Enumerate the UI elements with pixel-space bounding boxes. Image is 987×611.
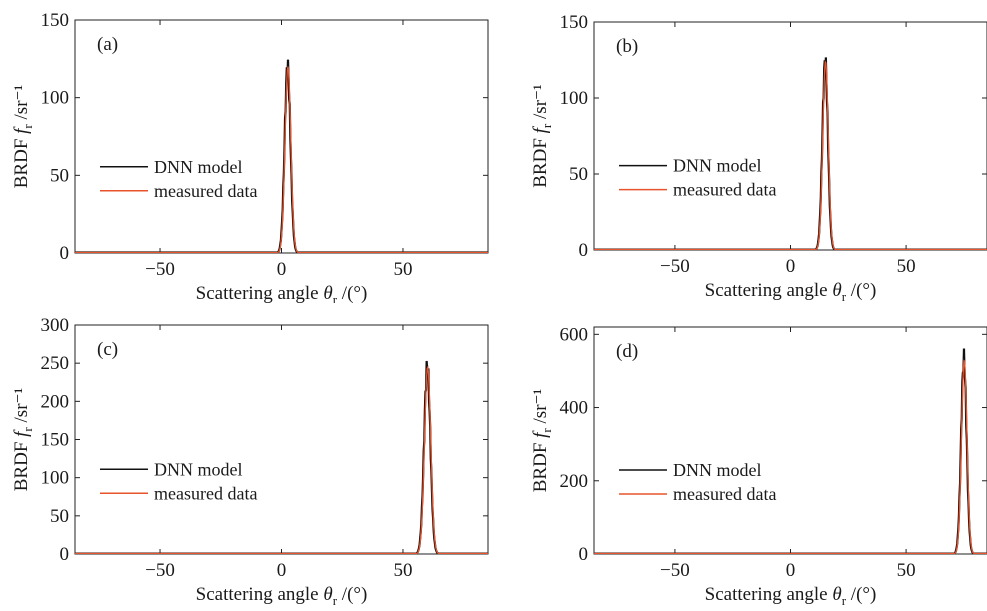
x-tick-label: −50 [660,560,690,581]
y-tick-label: 100 [560,88,589,109]
plot-frame [593,326,987,555]
y-axis-label: BRDF fr /sr⁻¹ [530,84,554,188]
series-line-dnn-model [594,57,987,250]
x-tick-label: 50 [393,259,412,280]
y-tick-label: 300 [41,315,70,336]
series-line-dnn-model [75,59,488,253]
legend-label: DNN model [154,459,243,479]
y-tick-label: 200 [560,471,589,492]
x-tick-label: 0 [786,560,796,581]
y-tick-label: 50 [50,165,69,186]
y-tick-label: 50 [569,164,588,185]
plot-frame [593,21,987,251]
y-tick-label: 200 [41,391,70,412]
series-line-measured-data [594,60,987,250]
legend-label: measured data [673,484,776,504]
chart-svg: −50 0 50 0 50 100 150 200 250 300 (c) Scattering an… [11,315,489,608]
panel-label: (d) [616,341,638,362]
x-axis-label: Scattering angle θr /(°) [705,584,877,607]
legend-label: measured data [673,180,776,200]
chart-panel-b: −50 0 50 0 50 100 150 (b) Scattering angle θr /(… [493,0,987,304]
panel-label: (c) [97,339,118,360]
x-tick-label: 0 [277,560,287,581]
chart-panel-a: −50 0 50 0 50 100 150 (a) Scattering angle θr /(… [0,0,493,307]
series-line-measured-data [75,66,488,253]
chart-svg: −50 0 50 0 50 100 150 (b) Scattering angle θr /(… [530,12,987,304]
plot-frame [74,324,489,555]
y-tick-label: 0 [579,544,589,565]
x-tick-label: 50 [897,560,916,581]
y-tick-label: 50 [50,506,69,527]
chart-svg: −50 0 50 0 200 400 600 (d) Scattering angle θr /… [530,324,987,608]
panel-label: (a) [97,34,118,55]
y-axis-label: BRDF fr /sr⁻¹ [11,84,35,188]
x-tick-label: 0 [786,256,796,277]
y-tick-label: 150 [41,430,70,451]
x-tick-label: 0 [277,259,287,280]
y-axis-label: BRDF fr /sr⁻¹ [11,387,35,491]
y-tick-label: 250 [41,353,70,374]
y-tick-label: 0 [60,544,70,565]
series-line-dnn-model [594,348,987,554]
chart-panel-d: −50 0 50 0 200 400 600 (d) Scattering angle θr /… [493,303,987,608]
legend-label: measured data [154,483,257,503]
y-axis-label: BRDF fr /sr⁻¹ [530,388,554,492]
x-axis-label: Scattering angle θr /(°) [196,283,368,303]
y-tick-label: 400 [560,398,589,419]
chart-svg: −50 0 50 0 50 100 150 (a) Scattering angle θr /(… [11,10,489,307]
x-tick-label: 50 [393,560,412,581]
y-tick-label: 100 [41,88,70,109]
x-tick-label: −50 [660,256,690,277]
y-tick-label: 150 [560,12,589,33]
panel-label: (b) [616,36,638,57]
x-axis-label: Scattering angle θr /(°) [196,584,368,607]
x-tick-label: −50 [145,560,175,581]
y-tick-label: 0 [60,243,70,264]
x-tick-label: 50 [897,256,916,277]
y-tick-label: 100 [41,468,70,489]
x-tick-label: −50 [145,259,175,280]
legend-label: DNN model [673,156,762,176]
legend-label: measured data [154,181,257,201]
y-tick-label: 0 [579,240,589,261]
x-axis-label: Scattering angle θr /(°) [705,280,877,303]
legend-label: DNN model [673,460,762,480]
y-tick-label: 150 [41,10,70,31]
chart-panel-c: −50 0 50 0 50 100 150 200 250 300 (c) Scattering an… [0,303,493,608]
series-line-measured-data [594,359,987,554]
y-tick-label: 600 [560,324,589,345]
legend-label: DNN model [154,157,243,177]
series-line-measured-data [75,365,488,554]
